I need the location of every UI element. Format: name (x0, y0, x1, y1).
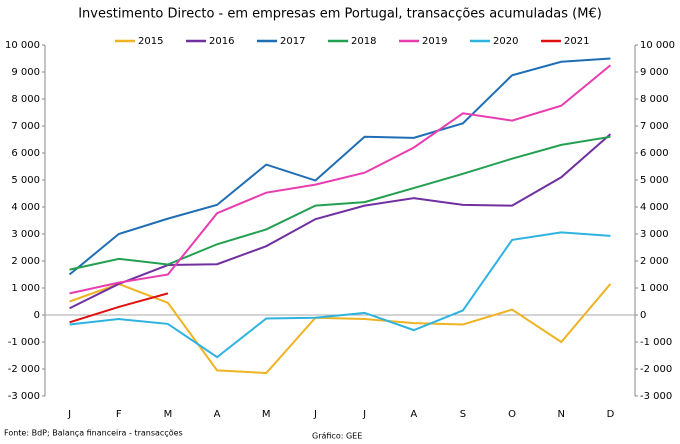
y2-tick-label: 4 000 (640, 202, 669, 213)
y-tick-label: 4 000 (11, 202, 40, 213)
x-tick-label: M (262, 409, 271, 420)
x-tick-label: M (164, 409, 173, 420)
y-tick-label: 8 000 (11, 94, 40, 105)
x-tick-label: S (460, 409, 466, 420)
y2-tick-label: 8 000 (640, 94, 669, 105)
series-line (69, 231, 611, 359)
y2-tick-label: 3 000 (640, 229, 669, 240)
y-tick-label: -1 000 (8, 337, 40, 348)
y2-tick-label: -1 000 (640, 337, 672, 348)
y-tick-label: -2 000 (8, 364, 40, 375)
y2-tick-label: 5 000 (640, 175, 669, 186)
x-tick-label: O (508, 409, 516, 420)
y-tick-label: 10 000 (5, 40, 40, 51)
series-line (68, 57, 611, 276)
chart-title: Investimento Directo - em empresas em Po… (78, 7, 602, 22)
legend-label: 2021 (564, 36, 589, 47)
legend-label: 2019 (422, 36, 447, 47)
x-tick-label: J (67, 409, 71, 420)
y-tick-label: 5 000 (11, 175, 40, 186)
y-tick-label: -3 000 (8, 391, 40, 402)
y2-tick-label: 6 000 (640, 148, 669, 159)
x-tick-label: A (410, 409, 417, 420)
x-tick-label: J (313, 409, 317, 420)
y2-tick-label: 1 000 (640, 283, 669, 294)
y-tick-label: 7 000 (11, 121, 40, 132)
legend-label: 2018 (351, 36, 376, 47)
legend-label: 2017 (280, 36, 305, 47)
x-tick-label: A (214, 409, 221, 420)
legend-label: 2020 (493, 36, 518, 47)
y2-tick-label: -2 000 (640, 364, 672, 375)
y-tick-label: 9 000 (11, 67, 40, 78)
source: Fonte: BdP; Balança financeira - transac… (4, 429, 183, 438)
legend-label: 2015 (138, 36, 163, 47)
y2-tick-label: 10 000 (640, 40, 675, 51)
series-line (69, 282, 612, 375)
y-tick-label: 0 (34, 310, 40, 321)
series-line (69, 64, 612, 295)
x-tick-label: D (607, 409, 615, 420)
x-tick-label: N (558, 409, 565, 420)
y2-tick-label: 9 000 (640, 67, 669, 78)
legend-label: 2016 (209, 36, 234, 47)
y2-tick-label: 2 000 (640, 256, 669, 267)
y-tick-label: 3 000 (11, 229, 40, 240)
y-tick-label: 2 000 (11, 256, 40, 267)
y2-tick-label: 0 (640, 310, 646, 321)
credit: Gráfico: GEE (312, 432, 362, 441)
series-line (69, 135, 611, 271)
x-tick-label: J (362, 409, 366, 420)
x-tick-label: F (116, 409, 122, 420)
y2-tick-label: -3 000 (640, 391, 672, 402)
y2-tick-label: 7 000 (640, 121, 669, 132)
series-line (69, 292, 169, 324)
y-tick-label: 6 000 (11, 148, 40, 159)
y-tick-label: 1 000 (11, 283, 40, 294)
series-line (69, 133, 612, 310)
